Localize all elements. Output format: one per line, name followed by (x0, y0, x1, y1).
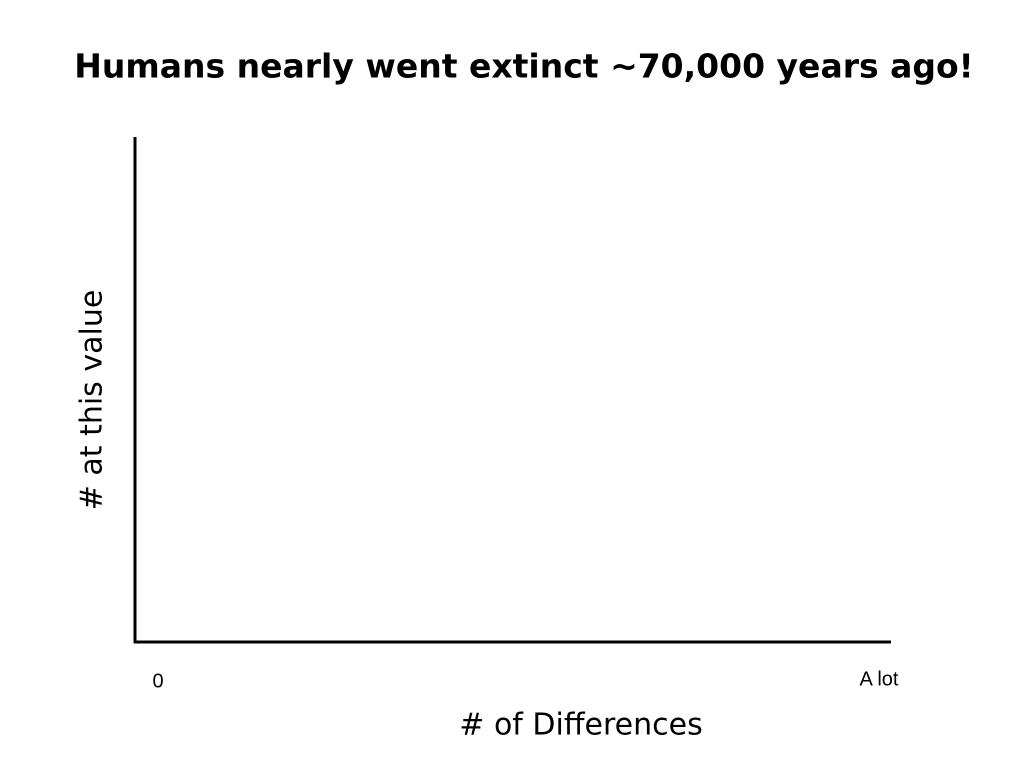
x-end-label: A lot (860, 668, 899, 690)
x-axis-label: # of Differences (459, 708, 702, 743)
chart-title: Humans nearly went extinct ~70,000 years… (74, 47, 973, 86)
x-start-label: 0 (152, 670, 163, 692)
y-axis-label: # at this value (75, 290, 110, 511)
